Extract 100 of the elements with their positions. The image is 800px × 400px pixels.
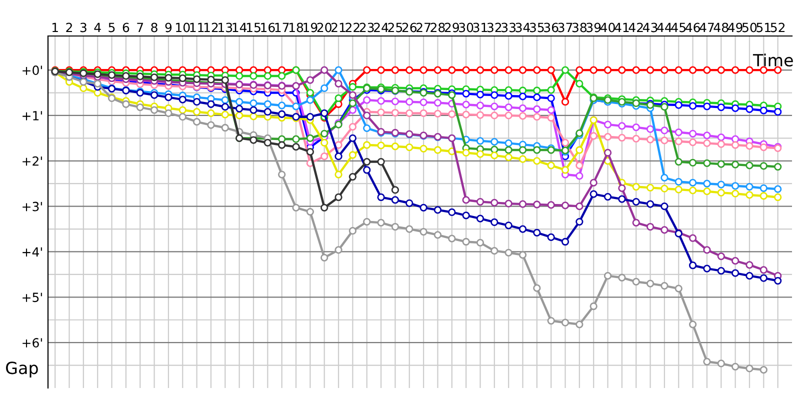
point	[448, 66, 456, 74]
point	[264, 108, 272, 116]
point	[632, 198, 640, 206]
point	[717, 188, 725, 197]
point	[406, 66, 414, 74]
point	[490, 66, 498, 74]
x-tick-label: 36	[544, 22, 558, 32]
point	[348, 172, 357, 181]
point	[746, 182, 754, 191]
x-tick-label: 9	[165, 22, 172, 32]
x-tick-label: 37	[558, 22, 572, 32]
point	[576, 218, 584, 226]
x-tick-label: 24	[374, 22, 388, 32]
point	[221, 110, 229, 118]
point	[363, 124, 371, 132]
x-tick-label: 25	[388, 22, 402, 32]
point	[504, 200, 512, 208]
point	[576, 202, 584, 210]
point	[688, 234, 697, 242]
point	[150, 106, 158, 114]
point	[348, 83, 357, 91]
point	[717, 267, 725, 275]
point	[604, 192, 612, 201]
point	[462, 196, 470, 204]
x-tick-label: 32	[487, 22, 502, 32]
x-tick-label: 46	[685, 22, 700, 32]
point	[717, 103, 725, 112]
point	[448, 234, 456, 242]
point	[547, 106, 555, 114]
point	[660, 66, 668, 74]
point	[703, 132, 711, 140]
point	[774, 276, 782, 285]
point	[377, 66, 385, 74]
point	[547, 94, 555, 102]
point	[760, 66, 768, 74]
y-tick-label: +3'	[22, 202, 42, 212]
point	[746, 66, 754, 74]
x-tick-label: 12	[204, 22, 218, 32]
point	[518, 225, 527, 233]
point	[660, 136, 668, 144]
point	[674, 284, 682, 292]
point	[731, 182, 740, 190]
point	[377, 142, 385, 150]
point	[646, 280, 654, 288]
point	[746, 364, 754, 372]
point	[448, 110, 456, 118]
point	[476, 214, 484, 222]
point	[320, 152, 328, 160]
point	[306, 148, 314, 156]
x-tick-label: 10	[176, 22, 190, 32]
point	[760, 162, 768, 170]
point	[476, 238, 484, 246]
point	[717, 360, 725, 368]
x-tick-label: 20	[317, 22, 332, 32]
point	[476, 198, 484, 206]
point	[434, 231, 442, 239]
x-tick-label: 8	[151, 22, 158, 32]
point	[490, 152, 498, 160]
point	[504, 146, 512, 154]
point	[576, 66, 584, 74]
point	[363, 96, 371, 104]
point	[533, 284, 541, 292]
point	[476, 90, 484, 98]
point	[348, 134, 357, 142]
point	[250, 99, 258, 108]
point	[504, 248, 512, 256]
point	[420, 109, 428, 118]
point	[80, 84, 88, 92]
point	[334, 170, 342, 178]
x-tick-label: 42	[628, 22, 643, 32]
point	[646, 136, 654, 144]
x-tick-label: 50	[742, 22, 757, 32]
y-tick-label: +2'	[22, 156, 42, 166]
point	[391, 196, 400, 204]
point	[604, 148, 612, 157]
point	[632, 218, 640, 226]
point	[518, 200, 527, 208]
point	[462, 100, 470, 108]
point	[703, 358, 711, 366]
point	[688, 102, 697, 110]
point	[632, 66, 640, 74]
point	[590, 190, 598, 198]
point	[490, 138, 498, 146]
point	[760, 192, 768, 200]
point	[518, 104, 527, 112]
point	[462, 90, 470, 98]
point	[207, 121, 215, 129]
x-tick-label: 19	[304, 22, 318, 32]
point	[348, 151, 357, 159]
point	[604, 120, 612, 128]
point	[164, 93, 172, 102]
point	[604, 133, 612, 141]
x-tick-label: 6	[122, 22, 130, 32]
x-tick-label: 17	[275, 22, 289, 32]
point	[348, 99, 357, 108]
point	[221, 124, 229, 132]
point	[490, 91, 498, 99]
point	[731, 160, 740, 168]
point	[207, 109, 215, 118]
point	[533, 86, 541, 94]
